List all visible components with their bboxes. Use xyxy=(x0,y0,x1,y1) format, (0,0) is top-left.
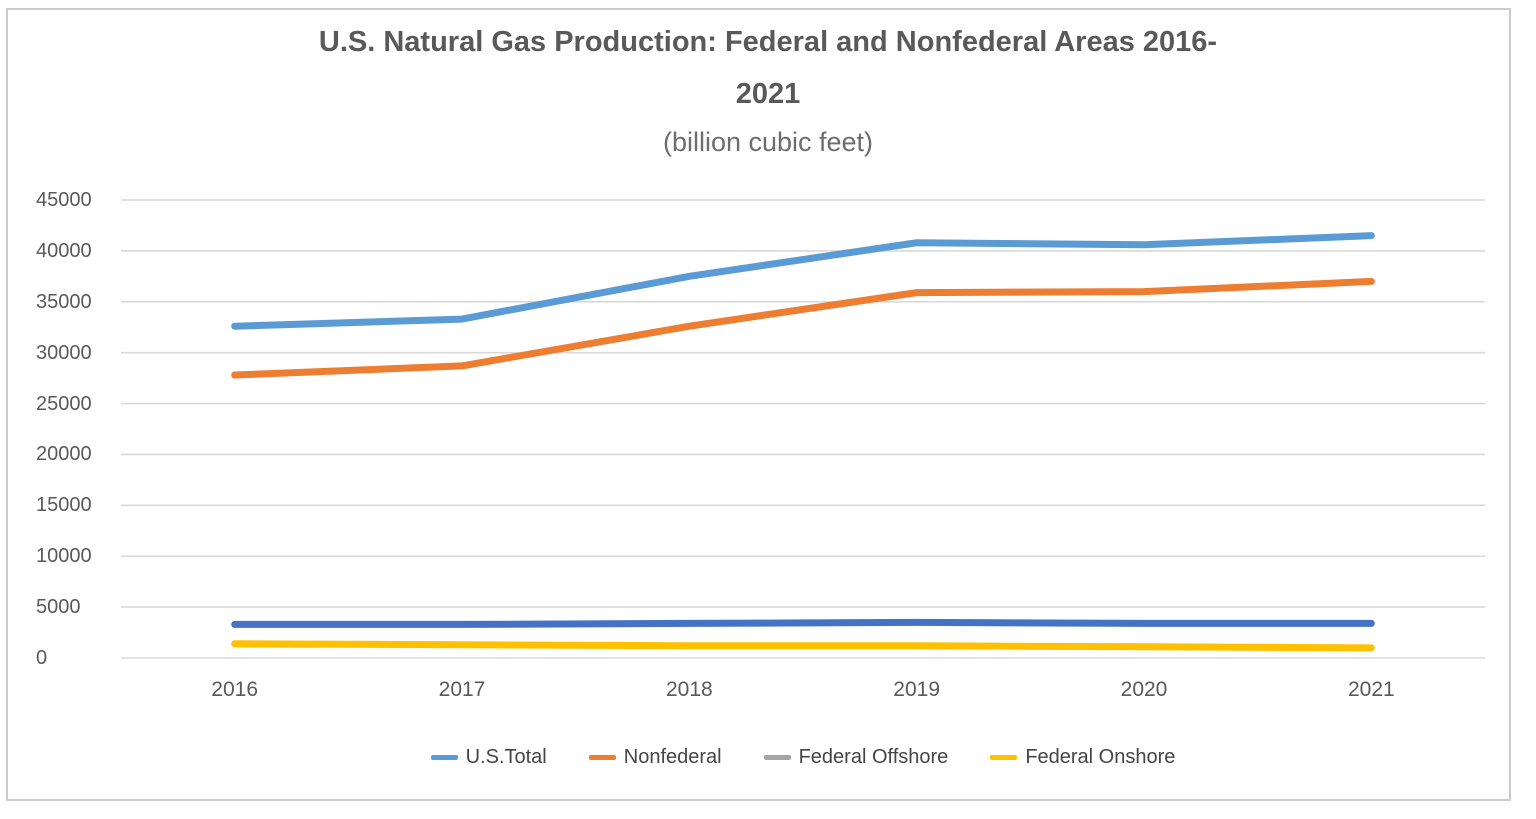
y-tick-label-10000: 10000 xyxy=(36,545,92,568)
series-line-federal-onshore xyxy=(231,640,1375,652)
x-tick-label-2019: 2019 xyxy=(893,678,941,701)
chart-title-line1: U.S. Natural Gas Production: Federal and… xyxy=(318,26,1218,58)
chart-title-line2: 2021 xyxy=(735,78,801,110)
y-tick-label-45000: 45000 xyxy=(36,189,92,211)
legend-label-federal-onshore: Federal Onshore xyxy=(1025,745,1176,768)
x-tick-label-2016: 2016 xyxy=(211,678,259,701)
y-tick-label-5000: 5000 xyxy=(36,596,81,619)
series-line-federal-offshore xyxy=(231,618,1375,628)
legend-item-federal-onshore: Federal Onshore xyxy=(990,746,1175,769)
x-tick-label-2018: 2018 xyxy=(665,678,713,701)
chart-border xyxy=(6,8,1511,801)
y-tick-label-25000: 25000 xyxy=(36,392,92,415)
x-tick-label-2020: 2020 xyxy=(1120,678,1168,701)
y-tick-label-20000: 20000 xyxy=(36,443,92,466)
x-tick-label-2017: 2017 xyxy=(438,678,486,701)
series-line-u-s-total xyxy=(231,232,1375,330)
y-tick-label-30000: 30000 xyxy=(36,341,92,364)
legend-item-nonfederal: Nonfederal xyxy=(588,745,722,769)
y-tick-label-0: 0 xyxy=(36,647,48,669)
y-tick-label-15000: 15000 xyxy=(36,494,92,517)
chart-title-block: U.S. Natural Gas Production: Federal and… xyxy=(0,16,1536,162)
chart-subtitle: (billion cubic feet) xyxy=(662,127,874,157)
legend-label-nonfederal: Nonfederal xyxy=(623,745,722,768)
legend-label-u-s-total: U.S.Total xyxy=(465,745,547,768)
legend-label-federal-offshore: Federal Offshore xyxy=(798,745,949,768)
legend-swatch-u-s-total xyxy=(430,754,458,760)
gridlines xyxy=(121,199,1485,659)
legend-swatch-federal-offshore xyxy=(763,754,791,760)
legend-item-u-s-total: U.S.Total xyxy=(430,745,547,769)
legend-item-federal-offshore: Federal Offshore xyxy=(763,745,949,769)
chart-legend: U.S.Total Nonfederal Federal Offshore Feder… xyxy=(121,741,1485,773)
x-tick-label-2021: 2021 xyxy=(1347,678,1395,701)
y-tick-label-40000: 40000 xyxy=(36,239,92,262)
legend-swatch-nonfederal xyxy=(588,754,616,760)
y-tick-label-35000: 35000 xyxy=(36,290,92,313)
legend-swatch-federal-onshore xyxy=(990,754,1018,760)
series-line-nonfederal xyxy=(231,277,1375,379)
